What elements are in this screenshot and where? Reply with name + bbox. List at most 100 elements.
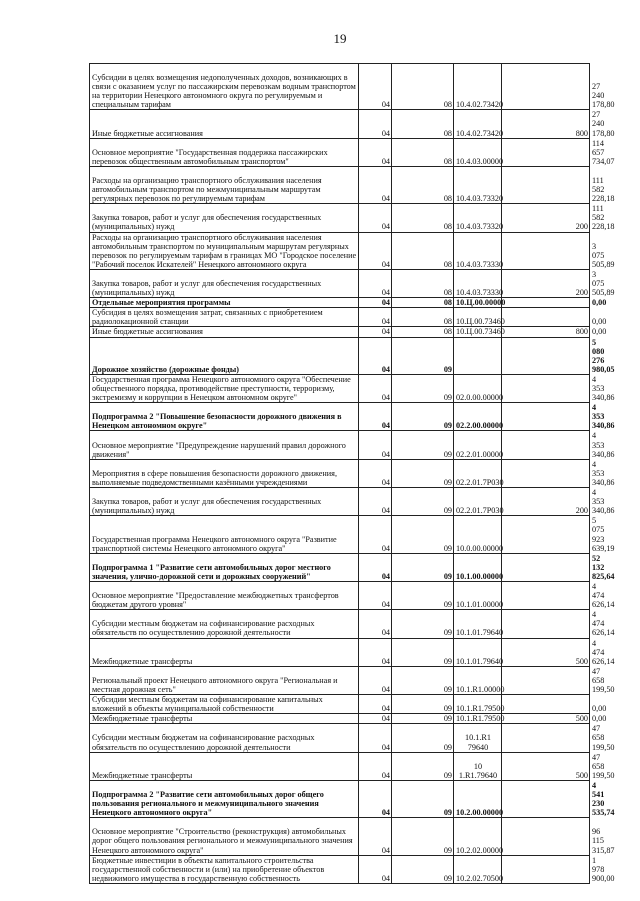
table-row: Иные бюджетные ассигнования 04 08 10.Ц.00.7…: [89, 326, 606, 338]
section-code: 04: [358, 751, 392, 781]
row-name: Субсидии местным бюджетам на софинансиро…: [89, 723, 359, 753]
subsection-code: 09: [391, 580, 454, 611]
table-row: Закупка товаров, работ и услуг для обесп…: [89, 268, 615, 299]
expense-type-code: 800: [501, 326, 590, 338]
row-name: Расходы на организацию транспортного обс…: [89, 165, 359, 205]
subsection-code: 08: [391, 297, 454, 309]
section-code: 04: [358, 458, 392, 489]
row-name: Основное мероприятие "Государственная по…: [89, 137, 359, 167]
row-name: Иные бюджетные ассигнования: [89, 326, 359, 338]
section-code: 04: [358, 62, 392, 111]
subsection-code: 08: [391, 165, 454, 205]
subsection-code: 08: [391, 268, 454, 299]
expense-type-code: 200: [501, 203, 590, 233]
row-name: Межбюджетные трансферты: [89, 713, 359, 725]
subsection-code: 09: [391, 637, 454, 667]
subsection-code: 08: [391, 109, 454, 139]
row-name: Закупка товаров, работ и услуг для обесп…: [89, 268, 359, 299]
expense-type-code: [501, 458, 590, 489]
subsection-code: 09: [391, 336, 454, 375]
section-code: 04: [358, 854, 392, 884]
subsection-code: 08: [391, 137, 454, 167]
subsection-code: 08: [391, 326, 454, 338]
subsection-code: 09: [391, 665, 454, 696]
table-row: Подпрограмма 1 "Развитие сети автомобиль…: [89, 552, 615, 582]
subsection-code: 08: [391, 203, 454, 233]
section-code: 04: [358, 723, 392, 753]
table-row: Основное мероприятие "Предоставление меж…: [89, 580, 615, 611]
target-article-code: 10.1.R1 79640: [453, 723, 502, 753]
row-name: Субсидия в целях возмещения затрат, связ…: [89, 307, 359, 328]
row-name: Основное мероприятие "Строительство (рек…: [89, 817, 359, 856]
table-row: Расходы на организацию транспортного обс…: [89, 231, 615, 270]
table-row: Основное мероприятие "Строительство (рек…: [89, 817, 615, 856]
table-row: Мероприятия в сфере повышения безопаснос…: [89, 458, 615, 489]
row-name: Расходы на организацию транспортного обс…: [89, 231, 359, 270]
table-row: Государственная программа Ненецкого авто…: [89, 515, 615, 554]
target-article-code: 10 1.R1.79640: [453, 751, 502, 781]
table-row: Дорожное хозяйство (дорожные фонды) 04 09 5…: [89, 336, 615, 375]
expense-type-code: 200: [501, 487, 590, 517]
row-name: Основное мероприятие "Предоставление меж…: [89, 580, 359, 611]
target-article-code: 10.4.02.73420: [453, 109, 503, 139]
table-row: Закупка товаров, работ и услуг для обесп…: [89, 487, 615, 517]
row-name: Мероприятия в сфере повышения безопаснос…: [89, 458, 359, 489]
subsection-code: 09: [391, 723, 454, 753]
expense-type-code: 500: [501, 751, 590, 781]
target-article-code: 10.4.02.73420: [453, 62, 503, 111]
row-name: Государственная программа Ненецкого авто…: [89, 373, 359, 404]
table-row: Субсидии местным бюджетам на софинансиро…: [89, 609, 615, 639]
section-code: 04: [358, 637, 392, 667]
expense-type-code: [501, 854, 590, 884]
expense-type-code: [501, 373, 590, 404]
subsection-code: 09: [391, 458, 454, 489]
expense-type-code: [501, 580, 590, 611]
expense-type-code: [501, 817, 590, 856]
table-row: Субсидия в целях возмещения затрат, связ…: [89, 307, 606, 328]
expense-type-code: [501, 665, 590, 696]
table-row: Субсидии местным бюджетам на софинансиро…: [89, 723, 615, 753]
section-code: 04: [358, 665, 392, 696]
target-article-code: 10.1.00.00000: [453, 552, 503, 582]
subsection-code: 09: [391, 487, 454, 517]
subsection-code: 09: [391, 751, 454, 781]
subsection-code: 09: [391, 515, 454, 554]
target-article-code: 10.1.01.79640: [453, 609, 503, 639]
expense-type-code: 500: [501, 637, 590, 667]
target-article-code: 10.2.00.00000: [453, 779, 503, 819]
subsection-code: 09: [391, 430, 454, 460]
section-code: 04: [358, 779, 392, 819]
row-name: Основное мероприятие "Предупреждение нар…: [89, 430, 359, 460]
expense-type-code: [501, 402, 590, 432]
section-code: 04: [358, 713, 392, 725]
row-name: Закупка товаров, работ и услуг для обесп…: [89, 203, 359, 233]
subsection-code: 09: [391, 713, 454, 725]
expense-type-code: [501, 552, 590, 582]
target-article-code: 02.2.00.00000: [453, 402, 503, 432]
table-row: Региональный проект Ненецкого автономног…: [89, 665, 615, 696]
table-row: Закупка товаров, работ и услуг для обесп…: [89, 203, 615, 233]
expense-type-code: [501, 515, 590, 554]
subsection-code: 08: [391, 307, 454, 328]
table-row: Подпрограмма 2 "Развитие сети автомобиль…: [89, 779, 615, 819]
page-number: 19: [333, 31, 347, 46]
row-name: Дорожное хозяйство (дорожные фонды): [89, 336, 359, 375]
expense-type-code: [501, 307, 590, 328]
section-code: 04: [358, 609, 392, 639]
row-name: Региональный проект Ненецкого автономног…: [89, 665, 359, 696]
subsection-code: 09: [391, 373, 454, 404]
target-article-code: 10.4.03.73330: [453, 231, 503, 270]
row-name: Иные бюджетные ассигнования: [89, 109, 359, 139]
target-article-code: [453, 336, 502, 375]
section-code: 04: [358, 817, 392, 856]
table-row: Государственная программа Ненецкого авто…: [89, 373, 615, 404]
section-code: 04: [358, 487, 392, 517]
subsection-code: 09: [391, 402, 454, 432]
section-code: 04: [358, 326, 392, 338]
section-code: 04: [358, 580, 392, 611]
expense-type-code: [501, 336, 590, 375]
target-article-code: 10.4.03.73320: [453, 165, 503, 205]
table-row: Основное мероприятие "Предупреждение нар…: [89, 430, 615, 460]
section-code: 04: [358, 203, 392, 233]
subsection-code: 08: [391, 231, 454, 270]
